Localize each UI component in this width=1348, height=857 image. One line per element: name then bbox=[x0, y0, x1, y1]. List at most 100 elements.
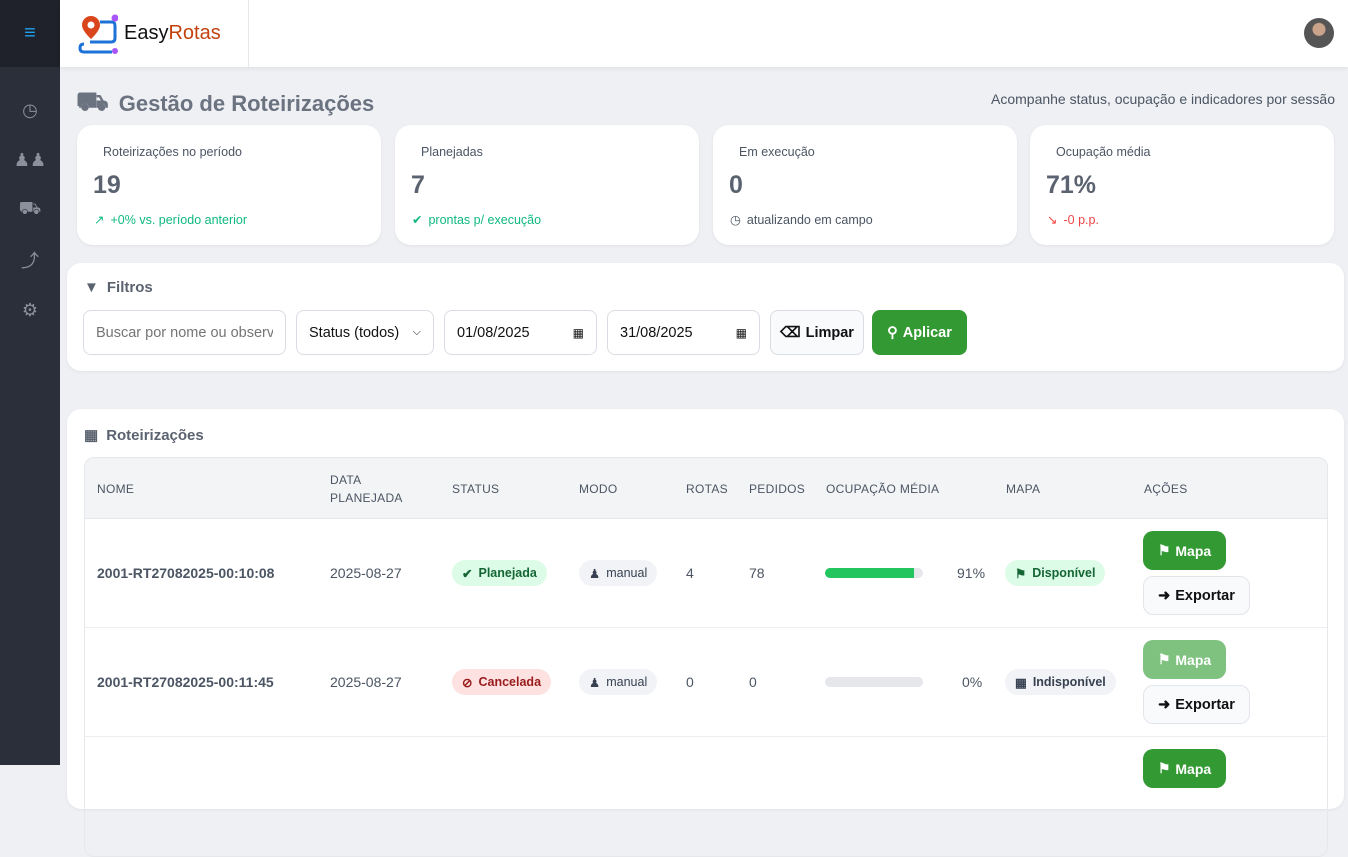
clear-button[interactable]: ⌫ Limpar bbox=[770, 310, 864, 355]
row-orders: 78 bbox=[749, 565, 765, 581]
mode-label: manual bbox=[606, 675, 648, 689]
kpi-card-running: Em execução 0 ◷ atualizando em campo bbox=[713, 125, 1017, 245]
logo-pin-icon bbox=[78, 14, 118, 54]
table-head: NOME DATA PLANEJADA STATUS MODO ROTAS PE… bbox=[85, 458, 1327, 519]
page-subtitle: Acompanhe status, ocupação e indicadores… bbox=[991, 91, 1335, 107]
status-badge: ✔ Planejada bbox=[452, 560, 547, 586]
routings-table: NOME DATA PLANEJADA STATUS MODO ROTAS PE… bbox=[84, 457, 1328, 857]
filter-icon: ▼ bbox=[84, 279, 99, 296]
map-pin-icon: ⚑ bbox=[1015, 566, 1027, 581]
search-input[interactable] bbox=[83, 310, 286, 355]
map-button[interactable]: ⚑ Mapa bbox=[1143, 749, 1226, 788]
col-routes: ROTAS bbox=[686, 481, 728, 496]
map-button-label: Mapa bbox=[1175, 651, 1212, 668]
date-from-input[interactable]: 01/08/2025 ▦ bbox=[444, 310, 597, 355]
col-actions: AÇÕES bbox=[1144, 481, 1188, 496]
status-label: Planejada bbox=[478, 566, 537, 580]
col-mode: MODO bbox=[579, 481, 618, 496]
chevron-down-icon: ⌵ bbox=[412, 326, 421, 338]
search-icon: ⚲ bbox=[887, 324, 898, 341]
map-icon: ▦ bbox=[1015, 675, 1027, 690]
filters-title: Filtros bbox=[106, 279, 153, 296]
map-button-disabled: ⚑ Mapa bbox=[1143, 640, 1226, 679]
user-edit-icon: ♟ bbox=[589, 566, 601, 581]
row-name: 2001-RT27082025-00:11:45 bbox=[97, 674, 274, 690]
export-button[interactable]: ➜ Exportar bbox=[1143, 576, 1250, 615]
sidebar: ≡ ◷ ♟♟ ⛟ ⤴ ⚙ bbox=[0, 0, 60, 765]
route-icon[interactable]: ⤴ bbox=[21, 251, 39, 271]
table-row: 2001-RT27082025-00:11:45 2025-08-27 ⊘ Can… bbox=[85, 628, 1327, 737]
map-badge: ▦ Indisponível bbox=[1005, 669, 1116, 695]
kpi-sub: +0% vs. período anterior bbox=[110, 212, 248, 227]
user-avatar[interactable] bbox=[1304, 18, 1334, 48]
status-select-value: Status (todos) bbox=[309, 324, 400, 341]
col-status: STATUS bbox=[452, 481, 500, 496]
row-name: 2001-RT27082025-00:10:08 bbox=[97, 565, 275, 581]
truck-fast-icon: ⛟ bbox=[76, 86, 109, 116]
calendar-icon: ▦ bbox=[572, 325, 584, 340]
calendar-icon: ▦ bbox=[735, 325, 747, 340]
occupancy-label: 91% bbox=[957, 565, 986, 581]
top-header: EasyRotas bbox=[60, 0, 1348, 67]
map-badge: ⚑ Disponível bbox=[1005, 560, 1106, 586]
export-button-label: Exportar bbox=[1175, 696, 1235, 713]
settings-icon[interactable]: ⚙ bbox=[21, 299, 39, 320]
users-icon[interactable]: ♟♟ bbox=[13, 149, 47, 170]
kpi-sub: atualizando em campo bbox=[746, 212, 873, 227]
truck-icon[interactable]: ⛟ bbox=[18, 198, 42, 218]
export-button-label: Exportar bbox=[1175, 587, 1235, 604]
kpi-label: Em execução bbox=[739, 145, 815, 159]
row-routes: 4 bbox=[686, 565, 694, 581]
page-title: ⛟ Gestão de Roteirizações bbox=[76, 86, 374, 121]
mode-label: manual bbox=[606, 566, 648, 580]
mode-badge: ♟ manual bbox=[579, 669, 658, 695]
map-button[interactable]: ⚑ Mapa bbox=[1143, 531, 1226, 570]
map-button-label: Mapa bbox=[1175, 760, 1212, 777]
date-from-value: 01/08/2025 bbox=[457, 324, 530, 341]
status-badge: ⊘ Cancelada bbox=[452, 669, 552, 695]
map-status: Indisponível bbox=[1032, 675, 1106, 689]
kpi-value: 19 bbox=[93, 171, 121, 199]
date-to-input[interactable]: 31/08/2025 ▦ bbox=[607, 310, 760, 355]
kpi-value: 7 bbox=[411, 171, 425, 199]
menu-toggle-icon[interactable]: ≡ bbox=[0, 0, 60, 67]
occupancy-bar bbox=[825, 677, 923, 687]
page-title-text: Gestão de Roteirizações bbox=[118, 90, 375, 116]
check-circle-icon: ✔ bbox=[412, 213, 423, 227]
kpi-sub: prontas p/ execução bbox=[428, 212, 542, 227]
export-button[interactable]: ➜ Exportar bbox=[1143, 685, 1250, 724]
kpi-card-occupancy: Ocupação média 71% ↘ -0 p.p. bbox=[1030, 125, 1334, 245]
file-export-icon: ➜ bbox=[1158, 696, 1171, 713]
kpi-label: Ocupação média bbox=[1056, 145, 1151, 159]
apply-label: Aplicar bbox=[902, 324, 952, 341]
eraser-icon: ⌫ bbox=[780, 324, 801, 341]
col-name: NOME bbox=[97, 481, 135, 496]
trend-down-icon: ↘ bbox=[1047, 213, 1058, 227]
trend-up-icon: ↗ bbox=[94, 213, 105, 227]
brand-name-a: Easy bbox=[124, 22, 169, 44]
table-header: ▦ Roteirizações bbox=[84, 426, 204, 445]
row-orders: 0 bbox=[749, 674, 757, 690]
mode-badge: ♟ manual bbox=[579, 560, 658, 586]
col-map: MAPA bbox=[1006, 481, 1041, 496]
dashboard-icon[interactable]: ◷ bbox=[22, 99, 38, 120]
status-label: Cancelada bbox=[478, 675, 542, 689]
logo[interactable]: EasyRotas bbox=[78, 0, 249, 67]
row-routes: 0 bbox=[686, 674, 694, 690]
kpi-label: Roteirizações no período bbox=[103, 145, 242, 159]
col-date: DATA PLANEJADA bbox=[330, 472, 403, 505]
table-row: ⚑ Mapa bbox=[85, 737, 1327, 846]
table-row: 2001-RT27082025-00:10:08 2025-08-27 ✔ Pla… bbox=[85, 519, 1327, 628]
clock-icon: ◷ bbox=[730, 213, 741, 227]
map-button-label: Mapa bbox=[1175, 542, 1212, 559]
status-select[interactable]: Status (todos) ⌵ bbox=[296, 310, 434, 355]
check-circle-icon: ✔ bbox=[462, 566, 473, 581]
apply-button[interactable]: ⚲ Aplicar bbox=[872, 310, 967, 355]
table-title: Roteirizações bbox=[106, 426, 204, 444]
col-orders: PEDIDOS bbox=[749, 481, 806, 496]
kpi-card-planned: Planejadas 7 ✔ prontas p/ execução bbox=[395, 125, 699, 245]
file-export-icon: ➜ bbox=[1158, 587, 1171, 604]
filters-panel: ▼ Filtros Status (todos) ⌵ 01/08/2025 ▦ 31/… bbox=[67, 263, 1344, 371]
table-icon: ▦ bbox=[84, 427, 99, 444]
table-panel: ▦ Roteirizações NOME DATA PLANEJADA STATU… bbox=[67, 409, 1344, 857]
